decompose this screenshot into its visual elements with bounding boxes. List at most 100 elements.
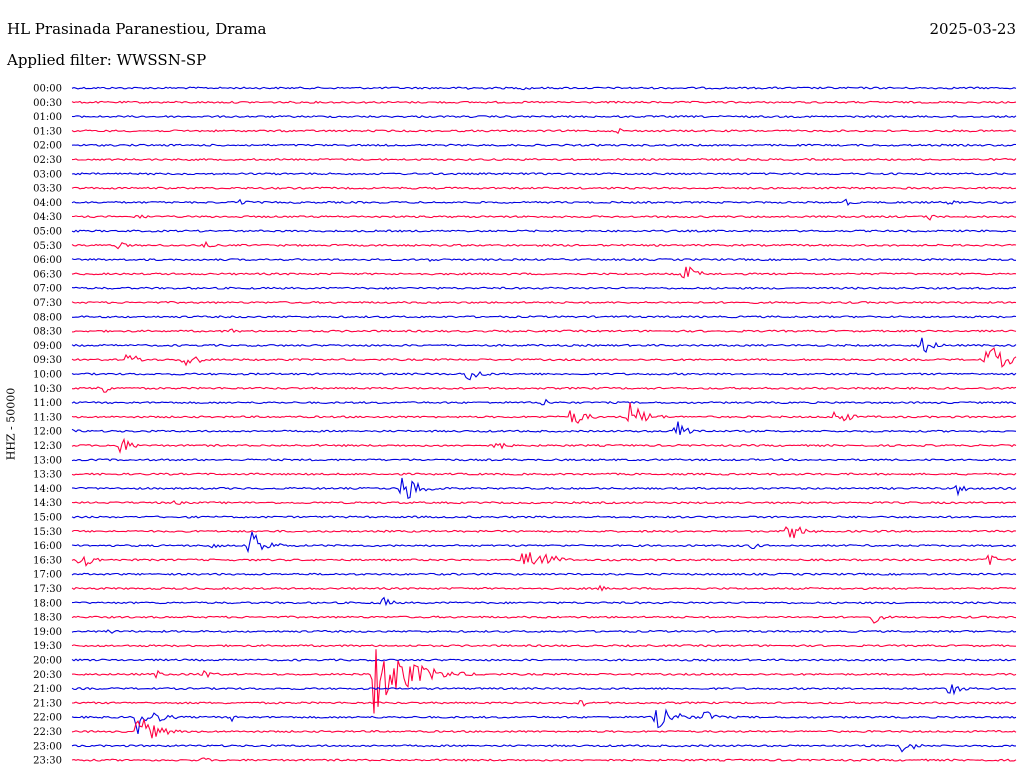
filter-label: Applied filter: WWSSN-SP — [7, 51, 207, 69]
trace-row-0830 — [71, 328, 1017, 334]
trace-row-0000 — [71, 86, 1017, 91]
trace-row-1430 — [71, 500, 1017, 505]
time-tick-1100: 11:00 — [33, 398, 62, 409]
trace-row-2230 — [71, 719, 1017, 739]
time-tick-0930: 09:30 — [33, 355, 62, 366]
trace-row-2100 — [71, 684, 1017, 696]
time-tick-1030: 10:30 — [33, 384, 62, 395]
trace-row-0400 — [71, 198, 1017, 206]
trace-row-1700 — [71, 572, 1017, 576]
trace-row-0600 — [71, 258, 1016, 262]
station-title: HL Prasinada Paranestiou, Drama — [7, 20, 267, 38]
trace-row-0630 — [71, 266, 1017, 279]
time-tick-0200: 02:00 — [33, 141, 62, 152]
time-tick-0800: 08:00 — [33, 312, 62, 323]
time-tick-1800: 18:00 — [33, 598, 62, 609]
time-tick-0900: 09:00 — [33, 341, 62, 352]
time-tick-2200: 22:00 — [33, 713, 62, 724]
time-tick-1930: 19:30 — [33, 641, 62, 652]
trace-row-1830 — [71, 615, 1017, 624]
trace-row-2130 — [71, 699, 1017, 707]
time-tick-1730: 17:30 — [33, 584, 62, 595]
time-tick-1230: 12:30 — [33, 441, 62, 452]
trace-row-1300 — [71, 458, 1017, 462]
trace-row-0930 — [71, 347, 1017, 368]
time-tick-0230: 02:30 — [33, 155, 62, 166]
time-tick-1900: 19:00 — [33, 627, 62, 638]
trace-row-0430 — [72, 214, 1017, 221]
time-tick-1700: 17:00 — [33, 570, 62, 581]
time-tick-1430: 14:30 — [33, 498, 62, 509]
trace-row-2000 — [71, 658, 1017, 662]
time-tick-0830: 08:30 — [33, 327, 62, 338]
trace-row-0100 — [71, 115, 1017, 119]
trace-row-1930 — [71, 644, 1016, 648]
time-tick-1830: 18:30 — [33, 613, 62, 624]
time-tick-0300: 03:00 — [33, 169, 62, 180]
time-tick-2100: 21:00 — [33, 684, 62, 695]
time-tick-2230: 22:30 — [33, 727, 62, 738]
time-tick-0330: 03:30 — [33, 184, 62, 195]
time-tick-2330: 23:30 — [33, 756, 62, 767]
time-tick-1330: 13:30 — [33, 470, 62, 481]
trace-row-1130 — [71, 402, 1017, 424]
trace-row-0900 — [71, 337, 1017, 353]
time-tick-0430: 04:30 — [33, 212, 62, 223]
time-tick-1300: 13:00 — [33, 455, 62, 466]
trace-row-1100 — [71, 398, 1017, 406]
time-tick-labels: 00:00 00:30 01:00 01:30 02:00 02:30 03:00 03:30… — [33, 84, 62, 767]
time-tick-0600: 06:00 — [33, 255, 62, 266]
trace-row-0530 — [71, 240, 1017, 250]
time-tick-1500: 15:00 — [33, 513, 62, 524]
trace-row-2330 — [71, 757, 1017, 762]
trace-row-0200 — [71, 143, 1017, 147]
trace-row-2030 — [71, 649, 1017, 714]
time-tick-1600: 16:00 — [33, 541, 62, 552]
time-tick-0000: 00:00 — [33, 84, 62, 95]
trace-row-1330 — [71, 472, 1017, 476]
trace-row-1400 — [71, 477, 1017, 500]
time-tick-2130: 21:30 — [33, 698, 62, 709]
time-tick-0400: 04:00 — [33, 198, 62, 209]
trace-row-1530 — [71, 526, 1017, 539]
trace-row-2200 — [71, 708, 1017, 735]
trace-row-2300 — [71, 743, 1016, 753]
time-tick-1130: 11:30 — [33, 412, 62, 423]
trace-row-0500 — [71, 229, 1017, 233]
trace-row-1900 — [71, 629, 1017, 634]
time-tick-0130: 01:30 — [33, 126, 62, 137]
trace-row-1200 — [71, 421, 1017, 436]
trace-row-0230 — [71, 157, 1017, 162]
time-tick-1200: 12:00 — [33, 427, 62, 438]
time-tick-0730: 07:30 — [33, 298, 62, 309]
seismic-traces — [71, 86, 1017, 762]
trace-row-0730 — [71, 300, 1017, 305]
time-tick-1400: 14:00 — [33, 484, 62, 495]
time-tick-0630: 06:30 — [33, 269, 62, 280]
trace-row-0300 — [71, 172, 1017, 176]
time-tick-1000: 10:00 — [33, 370, 62, 381]
trace-row-1500 — [71, 515, 1017, 519]
time-tick-2300: 23:00 — [33, 741, 62, 752]
trace-row-0330 — [71, 186, 1017, 190]
trace-row-0800 — [72, 315, 1017, 319]
trace-row-0130 — [71, 127, 1017, 135]
trace-row-1000 — [71, 371, 1017, 381]
trace-row-1630 — [71, 552, 1017, 567]
trace-row-1730 — [71, 584, 1017, 592]
date-label: 2025-03-23 — [929, 20, 1016, 38]
trace-row-0700 — [71, 286, 1017, 290]
time-tick-0500: 05:00 — [33, 227, 62, 238]
time-tick-0530: 05:30 — [33, 241, 62, 252]
time-tick-0700: 07:00 — [33, 284, 62, 295]
time-tick-2000: 20:00 — [33, 656, 62, 667]
time-tick-0100: 01:00 — [33, 112, 62, 123]
time-tick-1530: 15:30 — [33, 527, 62, 538]
trace-row-0030 — [71, 100, 1017, 104]
trace-row-1230 — [71, 437, 1017, 454]
time-tick-0030: 00:30 — [33, 98, 62, 109]
trace-row-1030 — [71, 386, 1017, 393]
trace-row-1600 — [71, 531, 1017, 554]
time-tick-1630: 16:30 — [33, 555, 62, 566]
